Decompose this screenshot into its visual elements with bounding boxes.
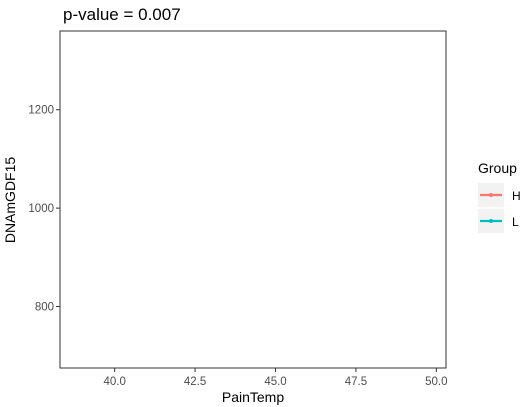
x-tick-label: 45.0 bbox=[264, 376, 286, 388]
y-tick-label: 800 bbox=[35, 302, 54, 314]
y-axis-title: DNAmGDF15 bbox=[2, 157, 18, 244]
y-tick-label: 1200 bbox=[28, 105, 54, 117]
x-tick-label: 40.0 bbox=[103, 376, 125, 388]
y-tick-label: 1000 bbox=[28, 203, 54, 215]
axes: 40.0 42.5 45.0 47.5 50.0 800 1000 1200 bbox=[28, 105, 447, 388]
legend: Group H L bbox=[478, 160, 521, 233]
legend-key-h-point bbox=[489, 193, 493, 197]
plot-panel bbox=[59, 30, 447, 369]
legend-key-l-point bbox=[489, 219, 493, 223]
legend-title: Group bbox=[478, 160, 517, 176]
legend-label-l: L bbox=[512, 215, 519, 229]
legend-label-h: H bbox=[512, 189, 521, 203]
plot-title: p-value = 0.007 bbox=[63, 5, 181, 24]
x-tick-label: 50.0 bbox=[425, 376, 447, 388]
x-tick-label: 42.5 bbox=[184, 376, 206, 388]
x-tick-label: 47.5 bbox=[345, 376, 367, 388]
x-axis-title: PainTemp bbox=[222, 389, 284, 405]
